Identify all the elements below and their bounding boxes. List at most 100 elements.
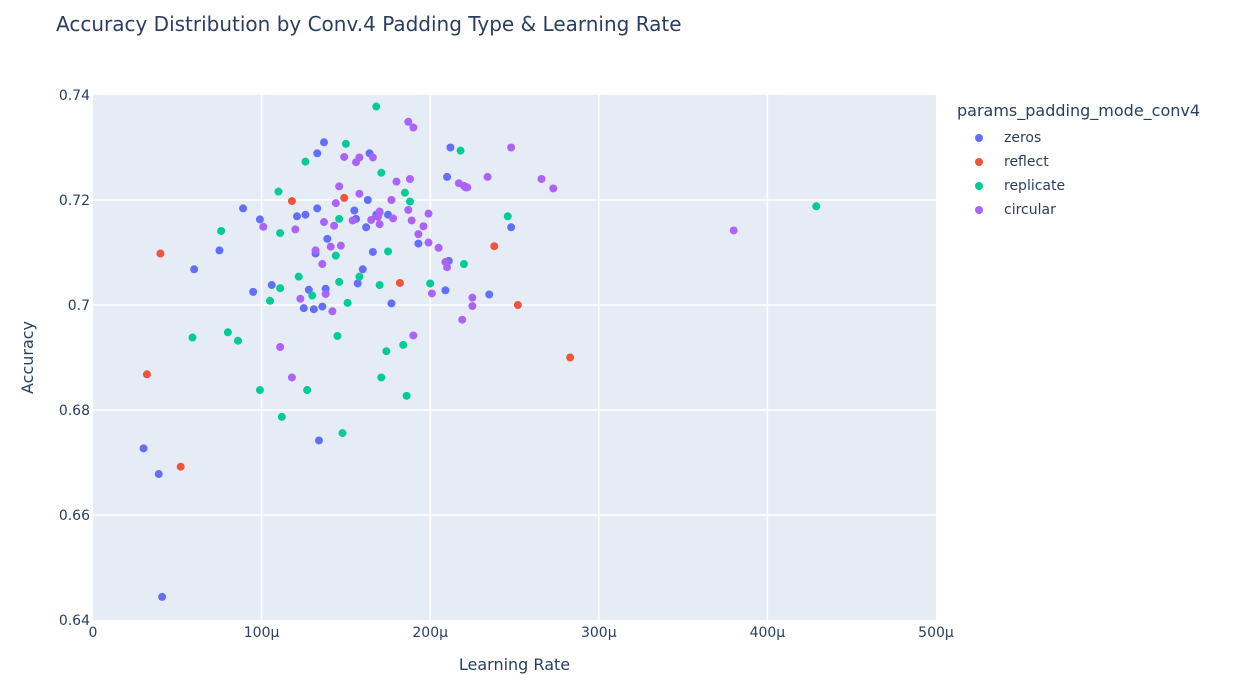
data-point-zeros[interactable] (358, 265, 367, 274)
data-point-replicate[interactable] (338, 429, 347, 438)
data-point-replicate[interactable] (343, 298, 352, 307)
data-points[interactable] (139, 102, 821, 601)
data-point-replicate[interactable] (456, 146, 465, 155)
data-point-replicate[interactable] (382, 347, 391, 356)
data-point-circular[interactable] (463, 183, 472, 192)
data-point-zeros[interactable] (309, 305, 318, 314)
data-point-reflect[interactable] (490, 242, 499, 251)
data-point-reflect[interactable] (513, 301, 522, 309)
data-point-replicate[interactable] (217, 226, 226, 235)
data-point-replicate[interactable] (274, 187, 283, 196)
data-point-zeros[interactable] (255, 215, 264, 224)
data-point-circular[interactable] (336, 241, 345, 250)
data-point-zeros[interactable] (304, 285, 313, 294)
data-point-replicate[interactable] (405, 197, 414, 206)
data-point-circular[interactable] (311, 246, 320, 255)
data-point-circular[interactable] (335, 182, 344, 191)
data-point-replicate[interactable] (277, 412, 286, 421)
data-point-circular[interactable] (328, 307, 337, 316)
data-point-replicate[interactable] (333, 331, 342, 340)
data-point-zeros[interactable] (507, 223, 516, 232)
data-point-circular[interactable] (318, 260, 327, 269)
data-point-circular[interactable] (355, 153, 364, 162)
data-point-replicate[interactable] (375, 281, 384, 290)
data-point-zeros[interactable] (443, 172, 452, 181)
data-point-circular[interactable] (367, 215, 376, 224)
data-point-replicate[interactable] (294, 272, 303, 281)
data-point-reflect[interactable] (566, 353, 575, 362)
data-point-reflect[interactable] (287, 197, 296, 206)
legend-item-circular[interactable]: circular (957, 198, 1200, 222)
data-point-replicate[interactable] (377, 168, 386, 177)
data-point-circular[interactable] (348, 216, 357, 225)
data-point-replicate[interactable] (812, 202, 821, 211)
data-point-circular[interactable] (375, 207, 384, 216)
data-point-replicate[interactable] (372, 102, 381, 111)
data-point-zeros[interactable] (249, 287, 258, 296)
data-point-circular[interactable] (404, 117, 413, 126)
data-point-replicate[interactable] (355, 272, 364, 281)
data-point-zeros[interactable] (239, 204, 248, 213)
data-point-circular[interactable] (409, 331, 418, 340)
data-point-circular[interactable] (468, 302, 477, 311)
data-point-reflect[interactable] (176, 462, 185, 471)
data-point-zeros[interactable] (313, 149, 322, 158)
data-point-circular[interactable] (319, 218, 328, 227)
data-point-replicate[interactable] (341, 139, 350, 148)
data-point-circular[interactable] (355, 189, 364, 198)
data-point-replicate[interactable] (308, 291, 317, 300)
data-point-zeros[interactable] (363, 196, 372, 204)
data-point-replicate[interactable] (276, 229, 285, 238)
data-point-circular[interactable] (407, 216, 416, 225)
data-point-zeros[interactable] (313, 204, 322, 213)
data-point-replicate[interactable] (303, 386, 312, 395)
data-point-zeros[interactable] (414, 239, 423, 248)
data-point-circular[interactable] (287, 373, 296, 382)
data-point-circular[interactable] (321, 289, 330, 298)
data-point-circular[interactable] (387, 196, 396, 204)
data-point-replicate[interactable] (384, 247, 393, 256)
data-point-zeros[interactable] (190, 265, 199, 274)
legend-item-zeros[interactable]: zeros (957, 126, 1200, 150)
data-point-circular[interactable] (276, 343, 285, 351)
data-point-replicate[interactable] (399, 340, 408, 349)
data-point-zeros[interactable] (299, 304, 308, 313)
data-point-circular[interactable] (424, 209, 433, 218)
data-point-reflect[interactable] (142, 370, 151, 379)
data-point-circular[interactable] (405, 175, 414, 183)
data-point-replicate[interactable] (255, 386, 264, 395)
data-point-circular[interactable] (392, 177, 401, 186)
data-point-circular[interactable] (414, 230, 423, 239)
data-point-circular[interactable] (427, 289, 436, 298)
data-point-circular[interactable] (259, 222, 268, 231)
data-point-replicate[interactable] (377, 373, 386, 382)
data-point-zeros[interactable] (139, 444, 148, 453)
data-point-circular[interactable] (507, 143, 516, 152)
data-point-circular[interactable] (729, 226, 738, 235)
data-point-zeros[interactable] (441, 286, 450, 295)
data-point-replicate[interactable] (335, 214, 344, 223)
data-point-zeros[interactable] (215, 246, 224, 255)
data-point-circular[interactable] (368, 153, 377, 162)
data-point-zeros[interactable] (267, 281, 276, 290)
legend-item-replicate[interactable]: replicate (957, 174, 1200, 198)
data-point-zeros[interactable] (362, 223, 371, 232)
data-point-zeros[interactable] (368, 247, 377, 256)
data-point-zeros[interactable] (485, 290, 494, 299)
data-point-replicate[interactable] (503, 212, 512, 221)
data-point-zeros[interactable] (318, 302, 327, 311)
data-point-replicate[interactable] (426, 279, 435, 288)
data-point-circular[interactable] (549, 184, 558, 193)
data-point-replicate[interactable] (335, 277, 344, 286)
data-point-zeros[interactable] (293, 212, 302, 221)
data-point-replicate[interactable] (276, 284, 285, 293)
data-point-replicate[interactable] (233, 336, 242, 345)
data-point-zeros[interactable] (158, 592, 167, 601)
data-point-circular[interactable] (330, 221, 339, 230)
data-point-replicate[interactable] (331, 251, 340, 260)
data-point-replicate[interactable] (402, 391, 411, 400)
data-point-circular[interactable] (409, 123, 418, 132)
data-point-replicate[interactable] (459, 260, 468, 269)
data-point-reflect[interactable] (395, 278, 404, 287)
data-point-zeros[interactable] (154, 470, 163, 479)
